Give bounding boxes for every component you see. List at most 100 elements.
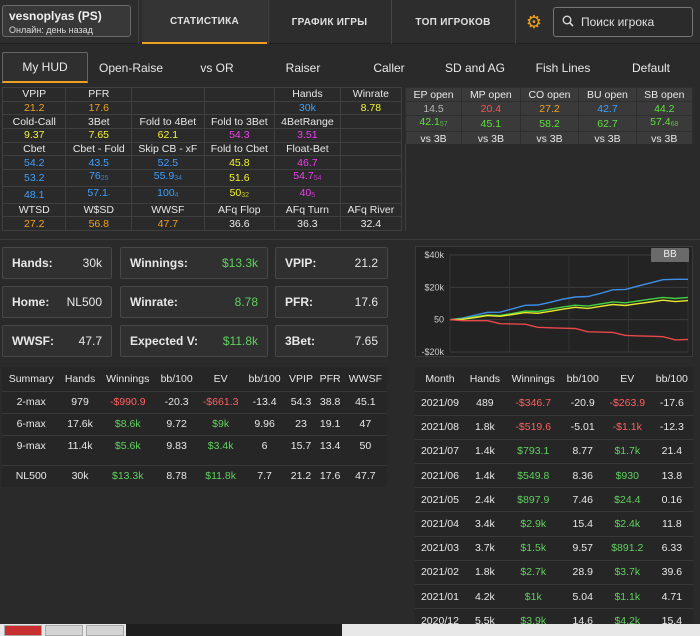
- table-cell: 979: [60, 390, 100, 413]
- hud-sample: 54: [313, 175, 322, 183]
- table-cell: 13.8: [650, 463, 693, 488]
- table-cell: -$990.9: [99, 390, 156, 413]
- tab-vs-or[interactable]: vs OR: [200, 60, 234, 75]
- position-grid-blank: [405, 144, 693, 231]
- spacer-cell: [2, 457, 387, 465]
- hud-label: AFq Flop: [203, 202, 276, 218]
- table-cell: 8.77: [561, 438, 604, 464]
- table-row[interactable]: 9-max 11.4k $5.6k 9.83 $3.4k 6 15.7 13.4 50: [2, 434, 387, 457]
- table-cell: 2021/07: [415, 438, 465, 464]
- tab-open-raise[interactable]: Open-Raise: [98, 60, 164, 75]
- table-cell: 14.6: [561, 608, 604, 625]
- column-header: bb/100: [160, 372, 193, 385]
- card-value: 30k: [82, 256, 102, 270]
- table-cell: 3.4k: [464, 511, 505, 537]
- table-row[interactable]: 2021/01 4.2k $1k 5.04 $1.1k 4.71: [415, 583, 693, 609]
- taskbar-app-icon[interactable]: [45, 625, 83, 636]
- hud-value: 76: [89, 170, 101, 183]
- hud-value: 100: [157, 187, 175, 200]
- hud-sample: 57: [439, 121, 448, 128]
- hud-value: 52.5: [131, 155, 205, 171]
- tab-my-hud[interactable]: My HUD: [2, 52, 88, 83]
- card-label: Expected V:: [130, 334, 199, 348]
- hud-empty: [339, 169, 403, 187]
- table-row[interactable]: 2-max 979 -$990.9 -20.3 -$661.3 -13.4 54.3 38.8…: [2, 390, 387, 413]
- tab-caller[interactable]: Caller: [373, 60, 405, 75]
- table-row[interactable]: 2021/08 1.8k -$519.6 -5.01 -$1.1k -12.3: [415, 414, 693, 440]
- table-cell: NL500: [2, 464, 61, 487]
- position-header: MP open: [461, 87, 521, 102]
- hud-empty: [339, 141, 403, 157]
- taskbar-app-icon[interactable]: [4, 625, 42, 636]
- table-cell: 45.1: [343, 390, 387, 413]
- table-cell: 2-max: [2, 390, 61, 413]
- hud-label: Cold-Call: [1, 114, 67, 130]
- table-cell: 50: [343, 434, 387, 457]
- table-cell: 2021/08: [415, 414, 465, 440]
- card-hands: Hands: 30k: [2, 247, 112, 279]
- table-row[interactable]: 2020/12 5.5k $3.9k 14.6 $4.2k 15.4: [415, 608, 693, 625]
- table-row[interactable]: 2021/06 1.4k $549.8 8.36 $930 13.8: [415, 463, 693, 488]
- table-cell: 47: [343, 412, 387, 435]
- table-cell: $1k: [504, 583, 562, 609]
- table-row[interactable]: 2021/02 1.8k $2.7k 28.9 $3.7k 39.6: [415, 559, 693, 585]
- hud-value: 32.4: [339, 216, 403, 231]
- table-cell: 2021/05: [415, 487, 465, 512]
- hud-value: 50: [229, 187, 242, 200]
- tab-statistics[interactable]: СТАТИСТИКА: [142, 0, 267, 44]
- card-value: 17.6: [354, 295, 378, 309]
- player-card[interactable]: vesnoplyas (PS) Онлайн: день назад: [2, 5, 131, 37]
- tab-fish-lines[interactable]: Fish Lines: [535, 60, 591, 75]
- position-open-value: 20.4: [461, 101, 521, 116]
- table-cell: 1.8k: [464, 559, 505, 585]
- table-cell: 6-max: [2, 412, 61, 435]
- taskbar-app-icon[interactable]: [86, 625, 124, 636]
- table-row[interactable]: 2021/07 1.4k $793.1 8.77 $1.7k 21.4: [415, 438, 693, 464]
- section-divider: [0, 239, 700, 240]
- monthly-table-scroll[interactable]: Month Hands Winnings bb/100 EV bb/100 2021/09…: [415, 367, 693, 625]
- table-cell: $2.9k: [504, 511, 562, 537]
- card-value: 47.7: [78, 334, 102, 348]
- tab-sd-and-ag[interactable]: SD and AG: [444, 60, 506, 75]
- hud-label: W$SD: [65, 202, 133, 218]
- table-cell: -5.01: [561, 414, 604, 440]
- table-cell: 15.7: [285, 434, 317, 457]
- monthly-header-row: Month Hands Winnings bb/100 EV bb/100: [415, 367, 693, 391]
- table-cell: $2.4k: [603, 511, 651, 537]
- winnings-chart[interactable]: $40k $20k 50 -$20k: [415, 246, 693, 357]
- tab-game-graph[interactable]: ГРАФИК ИГРЫ: [291, 16, 368, 28]
- tab-raiser[interactable]: Raiser: [285, 60, 321, 75]
- row-spacer: [2, 457, 387, 465]
- table-row[interactable]: 2021/05 2.4k $897.9 7.46 $24.4 0.16: [415, 487, 693, 512]
- column-header: Winnings: [106, 372, 150, 385]
- column-header: EV: [213, 372, 228, 385]
- tab-top-players[interactable]: ТОП ИГРОКОВ: [415, 16, 491, 28]
- table-cell: $2.7k: [504, 559, 562, 585]
- hud-empty: [339, 114, 403, 130]
- table-row[interactable]: NL500 30k $13.3k 8.78 $11.8k 7.7 21.2 17.6 47.7: [2, 464, 387, 487]
- position-stats-grid: EP open MP open CO open BU open SB open …: [404, 87, 694, 146]
- table-cell: 54.3: [285, 390, 317, 413]
- hud-value: 57.4: [650, 116, 671, 128]
- position-vs3b-label: vs 3B: [404, 131, 463, 146]
- hud-sample: 4: [174, 192, 179, 200]
- table-row[interactable]: 2021/03 3.7k $1.5k 9.57 $891.2 6.33: [415, 535, 693, 561]
- hud-label: WTSD: [1, 202, 67, 218]
- bb-toggle-button[interactable]: BB: [651, 248, 689, 262]
- table-row[interactable]: 6-max 17.6k $8.6k 9.72 $9k 9.96 23 19.1 47: [2, 412, 387, 435]
- search-box[interactable]: [553, 7, 693, 37]
- hud-sample: 68: [670, 121, 679, 128]
- tab-default[interactable]: Default: [631, 60, 671, 75]
- card-label: WWSF:: [12, 334, 54, 348]
- table-cell: -$1.1k: [603, 414, 651, 440]
- hud-value: 42.1: [419, 116, 440, 128]
- gear-icon[interactable]: ⚙: [525, 12, 543, 32]
- nav-divider: [391, 0, 392, 44]
- hud-value: 17.6: [65, 100, 133, 116]
- search-input[interactable]: [581, 15, 691, 29]
- table-row[interactable]: 2021/09 489 -$346.7 -20.9 -$263.9 -17.6: [415, 390, 693, 416]
- hud-value: 51.6: [203, 169, 276, 187]
- table-row[interactable]: 2021/04 3.4k $2.9k 15.4 $2.4k 11.8: [415, 511, 693, 537]
- table-cell: 17.6k: [60, 412, 100, 435]
- hud-value: 46.7: [274, 155, 341, 171]
